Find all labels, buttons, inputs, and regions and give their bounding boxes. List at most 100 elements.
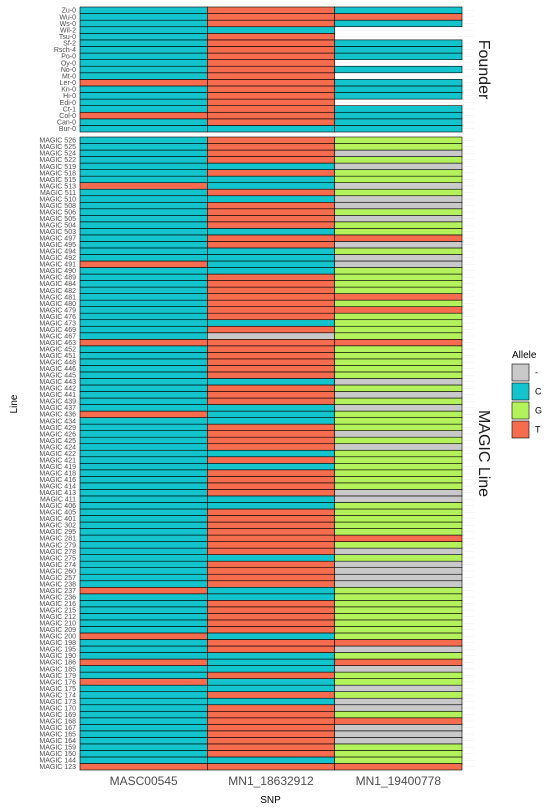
- heatmap-tile: [79, 149, 208, 157]
- row-tick-label: No-0: [61, 67, 76, 74]
- heatmap-tile: [334, 613, 463, 621]
- heatmap-tile: [334, 228, 463, 236]
- row-tick-label: MAGIC 150: [39, 751, 76, 758]
- heatmap-tile: [79, 65, 208, 74]
- heatmap-tile: [334, 280, 463, 288]
- heatmap-tile: [334, 312, 463, 321]
- heatmap-tile: [334, 85, 463, 93]
- row-tick-label: MAGIC 506: [39, 209, 76, 216]
- heatmap-tile: [79, 338, 208, 347]
- row-tick-label: MAGIC 442: [39, 386, 76, 393]
- heatmap-tile: [79, 52, 208, 60]
- heatmap-tile: [207, 188, 335, 197]
- heatmap-tile: [207, 338, 335, 347]
- heatmap-tile: [79, 626, 208, 634]
- heatmap-tile: [334, 182, 463, 190]
- heatmap-tile: [79, 717, 208, 725]
- row-tick-label: MAGIC 281: [39, 536, 76, 543]
- heatmap-tile: [79, 763, 208, 771]
- heatmap-tile: [207, 273, 335, 281]
- heatmap-tile: [207, 417, 335, 425]
- heatmap-tile: [334, 704, 463, 712]
- heatmap-tile: [334, 188, 463, 197]
- heatmap-tile: [207, 750, 335, 758]
- heatmap-tile: [207, 397, 335, 405]
- row-tick-label: MAGIC 437: [39, 405, 76, 412]
- heatmap-tile: [207, 65, 335, 74]
- row-tick-label: MAGIC 190: [39, 653, 76, 660]
- heatmap-tile: [207, 671, 335, 679]
- row-tick-label: MAGIC 448: [39, 360, 76, 367]
- row-tick-label: MAGIC 164: [39, 738, 76, 745]
- heatmap-tile: [334, 391, 463, 399]
- heatmap-tile: [207, 371, 335, 379]
- heatmap-tile: [334, 750, 463, 758]
- heatmap-tile: [334, 371, 463, 379]
- heatmap-tile: [334, 476, 463, 484]
- heatmap-tile: [79, 72, 208, 80]
- heatmap-tile: [334, 652, 463, 660]
- heatmap-tile: [79, 228, 208, 236]
- x-axis-title: SNP: [260, 795, 281, 806]
- row-tick-label: MAGIC 167: [39, 725, 76, 732]
- heatmap-tile: [79, 489, 208, 497]
- heatmap-tile: [79, 515, 208, 523]
- row-tick-label: MAGIC 424: [39, 444, 76, 451]
- heatmap-tile: [79, 547, 208, 555]
- heatmap-tile: [79, 652, 208, 660]
- row-tick-label: MAGIC 185: [39, 666, 76, 673]
- heatmap-tile: [79, 118, 208, 126]
- heatmap-tile: [334, 6, 463, 14]
- heatmap-tile: [334, 671, 463, 679]
- heatmap-tile: [207, 665, 335, 673]
- heatmap-tile: [79, 247, 208, 255]
- row-tick-label: MAGIC 186: [39, 660, 76, 667]
- heatmap-tile: [79, 613, 208, 621]
- heatmap-tile: [79, 554, 208, 562]
- heatmap-tile: [334, 234, 463, 242]
- heatmap-tile: [79, 619, 208, 627]
- heatmap-tile: [207, 169, 335, 177]
- heatmap-tile: [334, 724, 463, 732]
- heatmap-tile: [79, 410, 208, 418]
- row-tick-label: MAGIC 195: [39, 647, 76, 654]
- heatmap-tile: [79, 26, 208, 34]
- row-tick-label: MAGIC 212: [39, 614, 76, 621]
- heatmap-tile: [79, 469, 208, 477]
- row-tick-label: MAGIC 441: [39, 392, 76, 399]
- heatmap-tile: [207, 306, 335, 314]
- heatmap-tile: [207, 208, 335, 216]
- heatmap-tile: [207, 234, 335, 242]
- heatmap-tile: [79, 39, 208, 47]
- heatmap-tile: [334, 502, 463, 510]
- row-tick-label: Kn-0: [61, 87, 76, 94]
- heatmap-tile: [334, 384, 463, 392]
- heatmap-tile: [207, 436, 335, 445]
- heatmap-tile: [334, 456, 463, 464]
- row-tick-label: MAGIC 123: [39, 764, 76, 771]
- heatmap-tile: [207, 619, 335, 627]
- heatmap-tile: [207, 319, 335, 327]
- heatmap-tile: [79, 678, 208, 686]
- row-tick-label: MAGIC 209: [39, 627, 76, 634]
- row-tick-label: MAGIC 279: [39, 542, 76, 549]
- heatmap-tile: [207, 111, 335, 120]
- heatmap-tile: [334, 332, 463, 340]
- heatmap-tile: [207, 143, 335, 151]
- heatmap-tile: [334, 156, 463, 164]
- heatmap-tile: [334, 436, 463, 445]
- heatmap-tile: [334, 111, 463, 120]
- heatmap-tile: [79, 632, 208, 640]
- heatmap-tile: [79, 456, 208, 464]
- heatmap-tile: [207, 658, 335, 666]
- row-tick-label: MAGIC 278: [39, 549, 76, 556]
- row-tick-label: MAGIC 451: [39, 353, 76, 360]
- heatmap-tile: [207, 280, 335, 288]
- heatmap-tile: [334, 423, 463, 431]
- row-tick-label: Hi-0: [63, 93, 76, 100]
- heatmap-tile: [334, 293, 463, 301]
- heatmap-tile: [334, 534, 463, 542]
- heatmap-tile: [334, 508, 463, 516]
- heatmap-tile: [207, 118, 335, 126]
- facet-strips: Founder MAGIC Line: [475, 40, 492, 497]
